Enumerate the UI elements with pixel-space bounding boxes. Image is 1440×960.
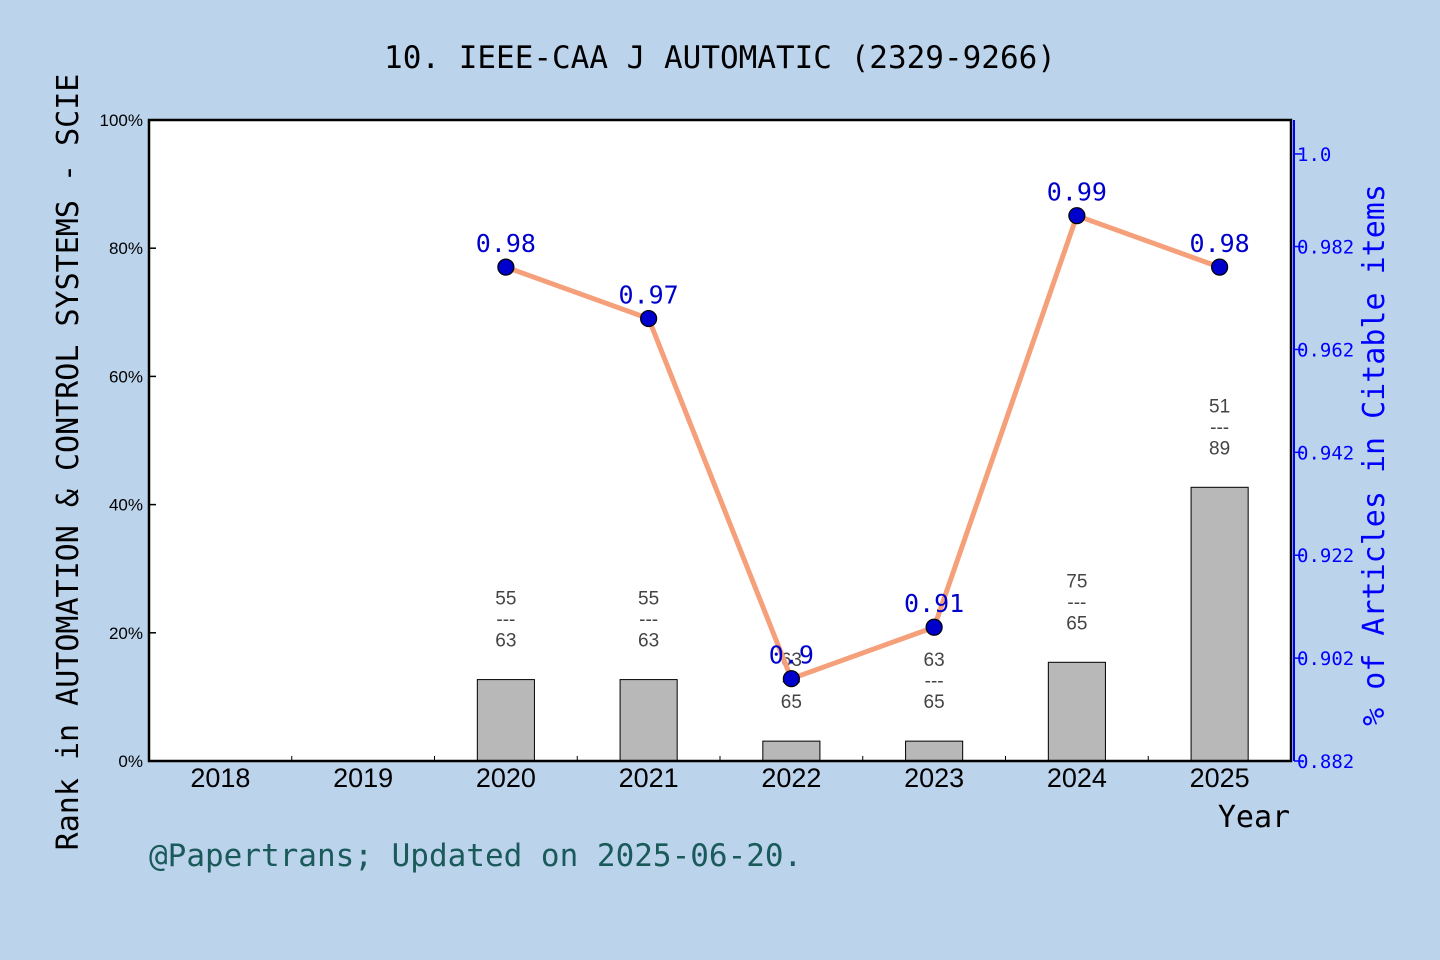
x-tick-label-2021: 2021 bbox=[619, 763, 679, 793]
x-axis: 2018 2019 2020 2021 2022 2023 2024 2025 bbox=[190, 756, 1250, 793]
bar-label-2021-0: 55 bbox=[638, 589, 659, 610]
ratio-label-2020: 0.98 bbox=[476, 229, 536, 258]
bar-label-2025-0: 51 bbox=[1209, 396, 1230, 417]
bar-label-2024-0: 75 bbox=[1066, 571, 1087, 592]
left-tick-label-2: 40% bbox=[109, 496, 143, 515]
ratio-label-2023: 0.91 bbox=[904, 589, 964, 618]
right-tick-label-0: 0.882 bbox=[1297, 751, 1354, 773]
bar-label-2020-2: 63 bbox=[495, 631, 516, 652]
left-axis: 0% 20% 40% 60% 80% 100% bbox=[100, 111, 156, 771]
x-tick-label-2024: 2024 bbox=[1047, 763, 1107, 793]
ratio-label-2021: 0.97 bbox=[619, 281, 679, 310]
bar-2025 bbox=[1190, 486, 1249, 762]
bar-label-2025-1: --- bbox=[1210, 417, 1229, 438]
bar-label-2020-0: 55 bbox=[495, 589, 516, 610]
bar-label-2023-2: 65 bbox=[924, 692, 945, 713]
ratio-label-2025: 0.98 bbox=[1190, 229, 1250, 258]
y-axis-label: Rank in AUTOMATION & CONTROL SYSTEMS - S… bbox=[51, 74, 86, 851]
ratio-point-2020 bbox=[497, 258, 515, 276]
right-tick-label-5: 0.982 bbox=[1297, 237, 1354, 259]
bar-label-2025-2: 89 bbox=[1209, 438, 1230, 459]
bar-2024 bbox=[1047, 661, 1106, 762]
bar-2022 bbox=[762, 740, 821, 762]
x-tick-label-2022: 2022 bbox=[761, 763, 821, 793]
bar-label-2022-2: 65 bbox=[781, 692, 802, 713]
x-tick-label-2020: 2020 bbox=[476, 763, 536, 793]
left-tick-label-5: 100% bbox=[100, 111, 143, 130]
ratio-point-2022 bbox=[782, 670, 800, 688]
x-tick-label-2023: 2023 bbox=[904, 763, 964, 793]
chart-title: 10. IEEE-CAA J AUTOMATIC (2329-9266) bbox=[384, 40, 1056, 76]
left-tick-label-0: 0% bbox=[118, 752, 143, 771]
ratio-line bbox=[505, 213, 1221, 682]
plot-area bbox=[149, 120, 1291, 761]
bar-label-2021-2: 63 bbox=[638, 631, 659, 652]
bar-label-2023-1: --- bbox=[925, 671, 944, 692]
ratio-label-2024: 0.99 bbox=[1047, 178, 1107, 207]
right-tick-label-4: 0.962 bbox=[1297, 339, 1354, 361]
x-tick-label-2019: 2019 bbox=[333, 763, 393, 793]
bar-label-2020-1: --- bbox=[496, 610, 515, 631]
left-tick-label-4: 80% bbox=[109, 239, 143, 258]
x-tick-label-2025: 2025 bbox=[1190, 763, 1250, 793]
ratio-label-2022: 0.9 bbox=[769, 641, 814, 670]
y2-axis-label: % of Articles in Citable items bbox=[1357, 184, 1392, 726]
footnote: @Papertrans; Updated on 2025-06-20. bbox=[149, 838, 802, 874]
ratio-point-2025 bbox=[1211, 258, 1229, 276]
bar-2023 bbox=[905, 740, 964, 762]
bars-layer bbox=[476, 486, 1249, 762]
bar-label-2023-0: 63 bbox=[924, 650, 945, 671]
bar-label-2021-1: --- bbox=[639, 610, 658, 631]
right-tick-label-6: 1.0 bbox=[1297, 144, 1331, 166]
bar-2020 bbox=[476, 679, 535, 762]
right-tick-label-3: 0.942 bbox=[1297, 442, 1354, 464]
bar-2021 bbox=[619, 679, 678, 762]
ratio-point-2021 bbox=[640, 309, 658, 328]
right-tick-label-1: 0.902 bbox=[1297, 648, 1354, 670]
left-tick-label-3: 60% bbox=[109, 367, 143, 386]
bar-label-2024-2: 65 bbox=[1066, 613, 1087, 634]
line-layer bbox=[497, 207, 1229, 688]
ratio-point-2023 bbox=[925, 618, 943, 636]
right-tick-label-2: 0.922 bbox=[1297, 545, 1354, 567]
left-tick-label-1: 20% bbox=[109, 624, 143, 643]
ratio-point-2024 bbox=[1068, 207, 1086, 225]
bar-label-2024-1: --- bbox=[1067, 592, 1086, 613]
x-axis-label: Year bbox=[1218, 800, 1290, 835]
line-labels-layer: 0.98 0.97 0.9 0.91 0.99 0.98 bbox=[476, 178, 1250, 670]
right-axis: 0.882 0.902 0.922 0.942 0.962 0.982 1.0 bbox=[1293, 120, 1354, 773]
x-tick-label-2018: 2018 bbox=[190, 763, 250, 793]
